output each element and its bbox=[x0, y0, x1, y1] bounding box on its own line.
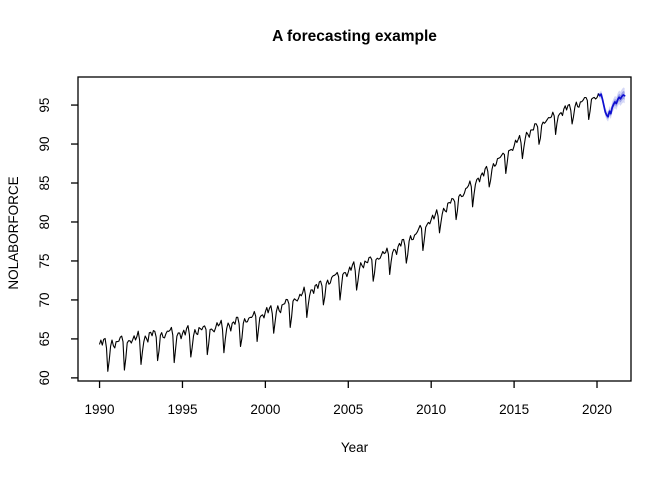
y-tick-label: 95 bbox=[37, 98, 52, 113]
observed-series-line bbox=[99, 93, 599, 372]
chart-title: A forecasting example bbox=[272, 28, 437, 45]
x-tick-label: 2020 bbox=[582, 402, 612, 417]
y-tick-label: 60 bbox=[37, 370, 52, 385]
forecast-mean-line bbox=[597, 93, 626, 118]
y-tick-label: 85 bbox=[37, 175, 52, 190]
x-tick-label: 1995 bbox=[167, 402, 197, 417]
x-tick-label: 2015 bbox=[499, 402, 529, 417]
x-tick-label: 2000 bbox=[250, 402, 280, 417]
plot-area: 1990 1995 2000 2005 2010 2015 2020 60 65 70 75 80 85… bbox=[37, 76, 632, 417]
x-tick-label: 1990 bbox=[85, 402, 115, 417]
y-tick-label: 80 bbox=[37, 214, 52, 229]
x-tick-label: 2005 bbox=[333, 402, 363, 417]
y-tick-label: 70 bbox=[37, 292, 52, 307]
y-tick-label: 65 bbox=[37, 331, 52, 346]
confidence-band-outer bbox=[598, 87, 625, 122]
x-tick-label: 2010 bbox=[416, 402, 446, 417]
x-axis-title: Year bbox=[341, 440, 369, 455]
y-tick-label: 75 bbox=[37, 253, 52, 268]
plot-border bbox=[77, 76, 632, 382]
y-tick-label: 90 bbox=[37, 137, 52, 152]
y-axis-title: NOLABORFORCE bbox=[6, 176, 21, 289]
